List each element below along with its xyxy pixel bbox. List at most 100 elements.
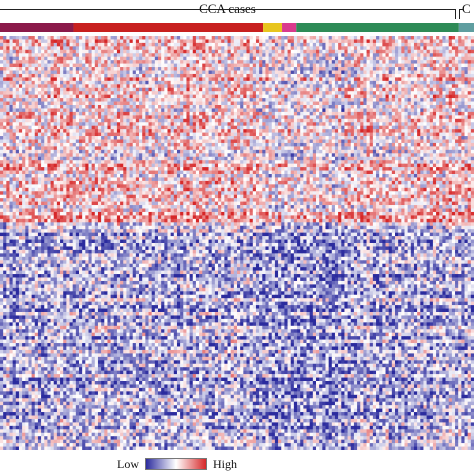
heatmap-cell [113,132,118,137]
heatmap-cell [135,70,140,75]
heatmap-cell [331,60,336,64]
heatmap-cell [183,101,187,106]
heatmap-cell [139,98,143,102]
heatmap-cell [325,73,329,78]
heatmap-cell [334,125,339,130]
heatmap-cell [94,60,99,64]
heatmap-cell [145,142,149,147]
heatmap-cell [139,105,143,109]
heatmap-cell [268,146,273,151]
heatmap-cell [382,108,386,113]
heatmap-cell [328,49,333,54]
heatmap-cell [265,136,269,140]
heatmap-cell [303,84,307,89]
heatmap-cell [420,87,424,92]
heatmap-cell [334,91,339,95]
heatmap-cell [376,53,380,57]
heatmap-cell [350,118,355,123]
heatmap-cell [445,142,450,147]
heatmap-cell [271,98,276,102]
heatmap-cell [227,111,231,116]
heatmap-cell [290,46,295,51]
heatmap-cell [233,122,238,126]
heatmap-cell [88,77,92,82]
heatmap-cell [208,80,213,85]
heatmap-cell [139,94,143,99]
heatmap-cell [255,42,260,47]
heatmap-cell [379,39,383,44]
heatmap-cell [461,46,465,51]
heatmap-cell [401,46,405,51]
heatmap-cell [309,53,314,57]
heatmap-cell [259,94,263,99]
heatmap-cell [123,91,127,95]
heatmap-cell [79,77,83,82]
heatmap-cell [142,77,146,82]
heatmap-cell [186,91,190,95]
heatmap-cell [85,39,89,44]
heatmap-cell [79,146,83,151]
heatmap-cell [255,125,260,130]
heatmap-cell [262,115,266,120]
heatmap-cell [290,146,295,151]
heatmap-cell [139,46,143,51]
heatmap-cell [426,42,431,47]
heatmap-cell [455,118,459,123]
heatmap-cell [139,108,143,113]
heatmap-cell [350,125,355,130]
heatmap-cell [334,53,339,57]
heatmap-cell [28,129,32,133]
heatmap-cell [281,129,285,133]
heatmap-cell [25,115,29,120]
heatmap-cell [395,56,399,61]
heatmap-cell [249,136,254,140]
heatmap-cell [398,63,402,68]
heatmap-cell [63,73,67,78]
heatmap-cell [395,118,399,123]
heatmap-cell [287,142,292,147]
heatmap-cell [281,46,285,51]
heatmap-cell [154,46,159,51]
heatmap-cell [429,80,434,85]
heatmap-cell [316,80,320,85]
heatmap-cell [69,94,73,99]
heatmap-cell [151,132,156,137]
heatmap-cell [290,77,295,82]
heatmap-cell [404,136,408,140]
heatmap-cell [230,39,235,44]
heatmap-cell [170,77,175,82]
heatmap-cell [432,39,437,44]
heatmap-cell [464,77,468,82]
heatmap-cell [173,146,178,151]
heatmap-cell [154,139,159,144]
heatmap-cell [75,87,80,92]
heatmap-cell [265,87,269,92]
heatmap-cell [79,136,83,140]
heatmap-cell [436,146,440,151]
heatmap-cell [306,84,310,89]
heatmap-cell [467,91,472,95]
heatmap-cell [135,42,140,47]
heatmap-cell [110,122,115,126]
heatmap-cell [410,39,415,44]
heatmap-cell [0,87,4,92]
heatmap-cell [467,122,472,126]
heatmap-cell [88,63,92,68]
heatmap-cell [126,36,130,40]
heatmap-cell [363,77,367,82]
heatmap-cell [401,115,405,120]
heatmap-cell [259,105,263,109]
heatmap-cell [116,70,121,75]
heatmap-cell [75,56,80,61]
heatmap-cell [199,77,203,82]
heatmap-cell [82,149,86,154]
heatmap-cell [47,49,51,54]
heatmap-cell [398,39,402,44]
heatmap-cell [135,73,140,78]
heatmap-cell [350,111,355,116]
heatmap-cell [75,49,80,54]
heatmap-cell [97,36,102,40]
heatmap-cell [432,42,437,47]
heatmap-cell [432,46,437,51]
heatmap-cell [132,108,137,113]
